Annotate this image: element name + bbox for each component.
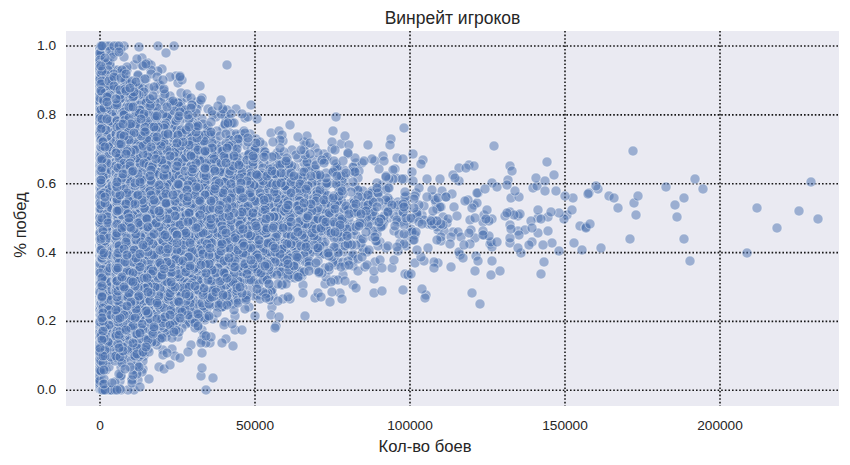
svg-text:0: 0: [96, 418, 104, 433]
svg-text:0.8: 0.8: [37, 107, 56, 122]
svg-text:200000: 200000: [697, 418, 743, 433]
svg-text:100000: 100000: [387, 418, 433, 433]
svg-text:0.2: 0.2: [37, 313, 56, 328]
svg-text:1.0: 1.0: [37, 38, 56, 53]
svg-text:0.6: 0.6: [37, 176, 56, 191]
svg-text:150000: 150000: [542, 418, 588, 433]
svg-text:0.4: 0.4: [37, 245, 56, 260]
svg-text:50000: 50000: [236, 418, 274, 433]
svg-text:0.0: 0.0: [37, 382, 56, 397]
